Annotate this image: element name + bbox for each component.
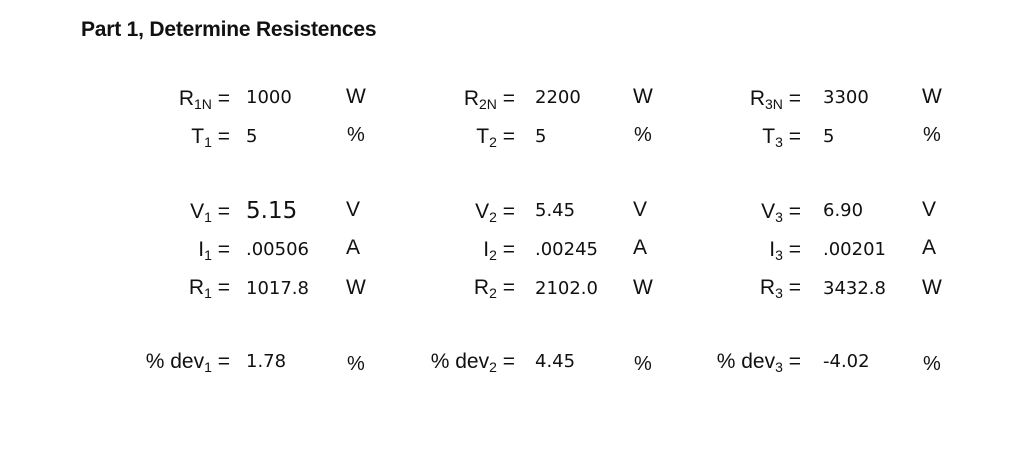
current-label: I1 = — [198, 238, 230, 263]
nominal-resistance-unit: W — [922, 85, 942, 108]
voltage-unit: V — [633, 198, 648, 221]
voltage-unit: V — [346, 198, 361, 221]
voltage-label: V2 = — [475, 200, 515, 225]
current-unit: A — [633, 236, 648, 259]
measured-resistance-value: 2102.0 — [535, 278, 598, 299]
nominal-resistance-unit: W — [346, 85, 366, 108]
tolerance-label: T2 = — [476, 125, 515, 150]
deviation-value: 1.78 — [246, 351, 287, 372]
measured-resistance-label: R2 = — [473, 276, 515, 301]
tolerance-unit: % — [923, 124, 941, 146]
measured-resistance-unit: W — [633, 276, 653, 299]
deviation-value: -4.02 — [823, 351, 870, 372]
deviation-label: % dev3 = — [716, 350, 801, 375]
current-unit: A — [346, 236, 361, 259]
deviation-label: % dev2 = — [430, 350, 515, 375]
tolerance-unit: % — [634, 124, 652, 146]
nominal-resistance-unit: W — [633, 85, 653, 108]
measured-resistance-value: 3432.8 — [823, 278, 886, 299]
measured-resistance-value: 1017.8 — [246, 278, 309, 299]
measured-resistance-unit: W — [346, 276, 366, 299]
nominal-resistance-value: 1000 — [246, 87, 292, 108]
current-value: .00245 — [535, 239, 598, 260]
nominal-resistance-value: 3300 — [823, 87, 869, 108]
deviation-label: % dev1 = — [145, 350, 230, 375]
nominal-resistance-label: R3N = — [749, 87, 801, 112]
deviation-unit: % — [923, 353, 941, 375]
voltage-value: 6.90 — [823, 200, 864, 221]
current-label: I2 = — [483, 238, 515, 263]
deviation-value: 4.45 — [535, 351, 576, 372]
tolerance-label: T1 = — [191, 125, 230, 150]
page-title: Part 1, Determine Resistences — [81, 18, 377, 41]
current-unit: A — [922, 236, 937, 259]
deviation-unit: % — [634, 353, 652, 375]
deviation-unit: % — [347, 353, 365, 375]
voltage-label: V1 = — [190, 200, 230, 225]
voltage-label: V3 = — [761, 200, 801, 225]
nominal-resistance-label: R1N = — [178, 87, 230, 112]
voltage-unit: V — [922, 198, 937, 221]
tolerance-unit: % — [347, 124, 365, 146]
voltage-value: 5.45 — [535, 200, 576, 221]
current-value: .00201 — [823, 239, 886, 260]
measured-resistance-label: R1 = — [188, 276, 230, 301]
current-value: .00506 — [246, 239, 309, 260]
measured-resistance-unit: W — [922, 276, 942, 299]
tolerance-label: T3 = — [762, 125, 801, 150]
nominal-resistance-label: R2N = — [463, 87, 515, 112]
nominal-resistance-value: 2200 — [535, 87, 581, 108]
current-label: I3 = — [769, 238, 801, 263]
tolerance-value: 5 — [246, 126, 258, 147]
measured-resistance-label: R3 = — [759, 276, 801, 301]
tolerance-value: 5 — [823, 126, 835, 147]
voltage-value: 5.15 — [246, 198, 298, 224]
tolerance-value: 5 — [535, 126, 547, 147]
